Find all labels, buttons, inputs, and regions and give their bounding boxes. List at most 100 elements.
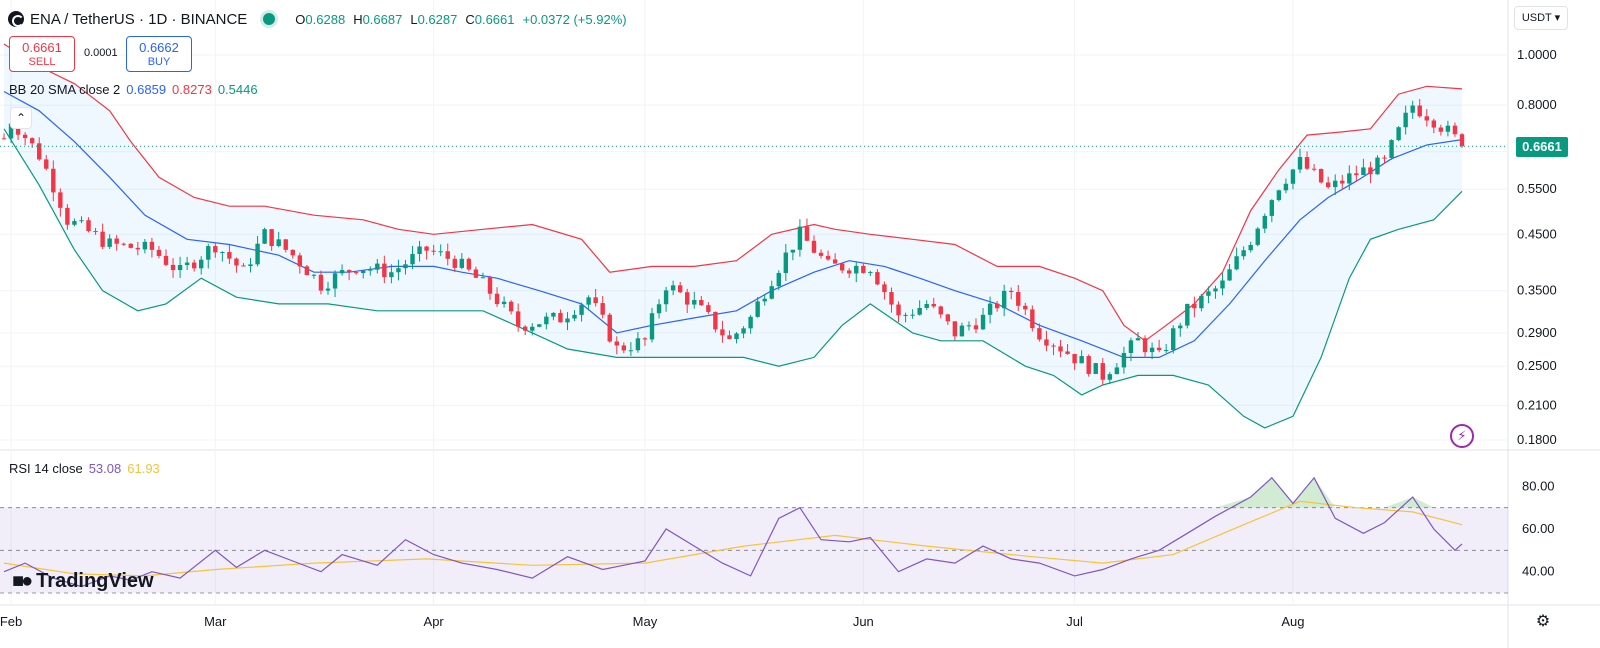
rsi-overbought-fill xyxy=(1292,477,1315,508)
rsi-line xyxy=(3,476,1463,588)
rsi-pane xyxy=(0,476,1508,594)
buy-button[interactable]: 0.6662 BUY xyxy=(126,36,192,72)
candle-body xyxy=(1410,105,1415,113)
candle-body xyxy=(86,220,91,232)
candle-body xyxy=(523,326,528,331)
candle-body xyxy=(276,239,281,246)
candle-body xyxy=(58,192,63,208)
candle-body xyxy=(22,134,28,139)
candle-body xyxy=(537,324,542,327)
candle-body xyxy=(269,229,274,246)
candle-body xyxy=(1290,169,1296,184)
candle-body xyxy=(973,325,979,330)
time-tick-label: Jul xyxy=(1066,614,1083,629)
candle-body xyxy=(255,243,260,265)
tradingview-logo[interactable]: ■● TradingView xyxy=(12,570,154,593)
candle-body xyxy=(170,264,176,271)
chevron-up-icon: ⌃ xyxy=(15,111,27,125)
candle-body xyxy=(670,285,676,291)
candle-body xyxy=(1037,328,1042,340)
candle-body xyxy=(290,249,295,256)
candle-body xyxy=(896,304,901,316)
candle-body xyxy=(1375,157,1380,175)
candle-body xyxy=(649,313,655,340)
candle-body xyxy=(586,297,591,305)
candle-body xyxy=(1079,356,1084,364)
candle-body xyxy=(1340,180,1345,184)
candle-body xyxy=(1417,105,1422,117)
candle-body xyxy=(262,229,267,244)
collapse-legend-button[interactable]: ⌃ xyxy=(10,107,32,129)
candle-body xyxy=(1114,367,1120,375)
bb-legend[interactable]: BB 20 SMA close 2 0.6859 0.8273 0.5446 xyxy=(9,82,258,97)
rsi-overbought-fill xyxy=(1250,477,1272,508)
candle-body xyxy=(628,350,634,352)
candle-body xyxy=(1382,157,1387,159)
candle-body xyxy=(79,220,84,222)
candle-body xyxy=(1001,290,1007,309)
bb-upper-value: 0.8273 xyxy=(172,82,212,97)
candle-body xyxy=(1185,303,1190,326)
candle-body xyxy=(417,246,422,255)
candle-body xyxy=(1100,363,1105,380)
symbol-title[interactable]: ENA / TetherUS · 1D · BINANCE xyxy=(30,10,248,28)
bollinger-bands xyxy=(3,43,1463,429)
candle-body xyxy=(191,262,197,269)
candle-body xyxy=(1051,345,1056,347)
candle-body xyxy=(720,329,725,336)
candle-body xyxy=(1438,127,1444,132)
candle-body xyxy=(283,239,288,250)
candle-body xyxy=(551,312,556,317)
candle-body xyxy=(1171,328,1176,351)
candle-body xyxy=(1304,157,1310,169)
candle-body xyxy=(1128,340,1134,354)
candle-body xyxy=(910,314,915,316)
candle-body xyxy=(797,226,803,250)
settings-gear-icon[interactable]: ⚙ xyxy=(1535,613,1551,630)
lightning-icon[interactable]: ⚡ xyxy=(1450,424,1474,448)
candle-body xyxy=(1234,256,1239,270)
candle-body xyxy=(692,299,697,305)
close-label: C xyxy=(465,11,475,27)
spread-value: 0.0001 xyxy=(84,47,118,59)
candle-body xyxy=(459,258,465,268)
rsi-overbought-fill xyxy=(1215,497,1251,508)
candle-body xyxy=(769,286,774,299)
candle-body xyxy=(515,311,521,327)
candle-body xyxy=(1368,167,1373,175)
candle-body xyxy=(325,288,331,291)
candle-body xyxy=(713,311,718,330)
candle-body xyxy=(931,303,936,307)
candle-body xyxy=(248,264,253,267)
currency-label: USDT xyxy=(1521,12,1552,24)
candle-body xyxy=(396,268,401,273)
candle-body xyxy=(593,297,598,304)
candle-body xyxy=(685,292,690,305)
candle-body xyxy=(382,263,387,278)
candle-body xyxy=(1178,325,1183,329)
candle-body xyxy=(734,333,739,340)
candle-body xyxy=(635,338,641,351)
candle-body xyxy=(917,307,922,315)
candle-body xyxy=(431,250,436,252)
candle-body xyxy=(1,138,7,140)
candle-body xyxy=(882,284,887,293)
candle-body xyxy=(1347,173,1352,184)
candle-body xyxy=(213,246,218,253)
candle-body xyxy=(1086,356,1091,374)
high-label: H xyxy=(353,11,363,27)
candle-body xyxy=(1156,347,1162,351)
candle-body xyxy=(199,259,204,269)
price-tick-label: 0.2500 xyxy=(1517,358,1557,373)
rsi-legend[interactable]: RSI 14 close 53.08 61.93 xyxy=(9,461,160,476)
candle-body xyxy=(565,318,570,323)
chevron-down-icon: ▾ xyxy=(1554,12,1561,24)
candle-body xyxy=(1431,120,1437,128)
candle-body xyxy=(241,265,246,267)
candle-body xyxy=(44,159,49,169)
sell-button[interactable]: 0.6661 SELL xyxy=(9,36,75,72)
currency-selector[interactable]: USDT ▾ xyxy=(1514,6,1568,30)
candle-body xyxy=(1135,338,1141,341)
candle-body xyxy=(966,325,972,327)
